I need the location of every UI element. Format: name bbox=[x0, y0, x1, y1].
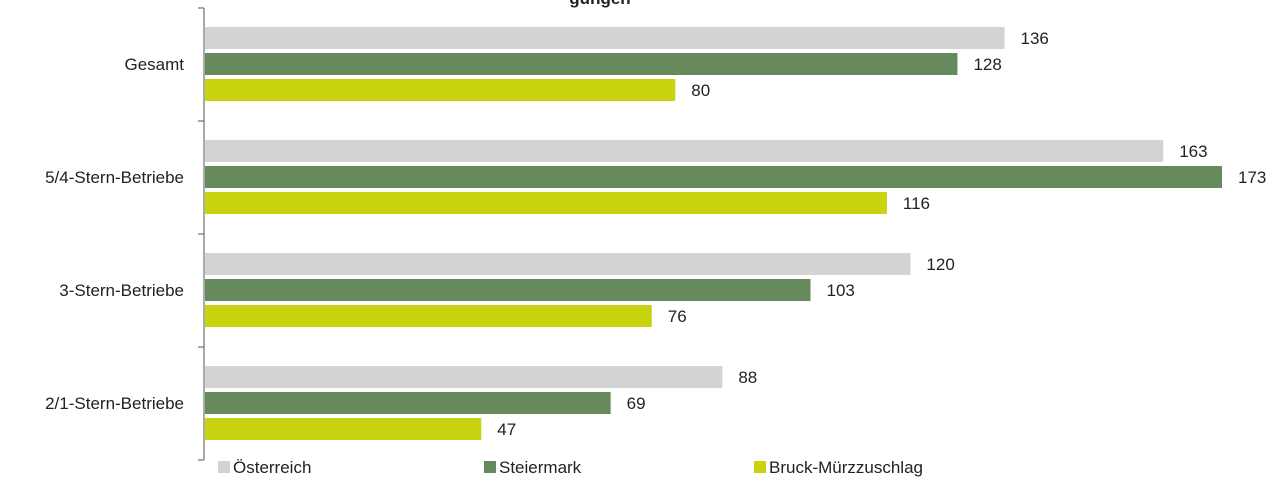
bar-steiermark bbox=[205, 392, 611, 414]
bar-bruck-m-rzzuschlag bbox=[205, 305, 652, 327]
bar-bruck-m-rzzuschlag bbox=[205, 192, 887, 214]
legend-label: Bruck-Mürzzuschlag bbox=[769, 458, 923, 477]
category-labels-group: Gesamt 5/4-Stern-Betriebe 3-Stern-Betriebe… bbox=[45, 55, 184, 413]
data-label: 80 bbox=[691, 81, 710, 100]
bar--sterreich bbox=[205, 140, 1164, 162]
data-label: 136 bbox=[1020, 29, 1048, 48]
bars-group bbox=[205, 27, 1222, 440]
chart-title: gungen bbox=[569, 0, 630, 8]
bar-steiermark bbox=[205, 53, 958, 75]
data-label: 173 bbox=[1238, 168, 1266, 187]
legend-label: Steiermark bbox=[499, 458, 582, 477]
bar-bruck-m-rzzuschlag bbox=[205, 418, 482, 440]
legend-swatch bbox=[484, 461, 496, 473]
data-label: 120 bbox=[926, 255, 954, 274]
bar--sterreich bbox=[205, 253, 911, 275]
category-label: 3-Stern-Betriebe bbox=[59, 281, 184, 300]
bar--sterreich bbox=[205, 27, 1005, 49]
data-label: 47 bbox=[497, 420, 516, 439]
bar-bruck-m-rzzuschlag bbox=[205, 79, 676, 101]
legend-swatch bbox=[754, 461, 766, 473]
legend-swatch bbox=[218, 461, 230, 473]
legend: Österreich Steiermark Bruck-Mürzzuschlag bbox=[218, 458, 923, 477]
category-axis bbox=[198, 7, 205, 461]
category-label: 2/1-Stern-Betriebe bbox=[45, 394, 184, 413]
data-label: 103 bbox=[826, 281, 854, 300]
bar-steiermark bbox=[205, 166, 1222, 188]
data-label: 69 bbox=[627, 394, 646, 413]
bar--sterreich bbox=[205, 366, 723, 388]
category-label: Gesamt bbox=[124, 55, 184, 74]
data-label: 116 bbox=[903, 194, 930, 213]
data-label: 88 bbox=[738, 368, 757, 387]
legend-label: Österreich bbox=[233, 458, 311, 477]
data-label: 128 bbox=[973, 55, 1001, 74]
data-label: 76 bbox=[668, 307, 687, 326]
value-labels-group: 136 128 80 163 173 116 120 103 76 88 69 47 bbox=[497, 29, 1266, 439]
data-label: 163 bbox=[1179, 142, 1207, 161]
bar-steiermark bbox=[205, 279, 811, 301]
category-label: 5/4-Stern-Betriebe bbox=[45, 168, 184, 187]
